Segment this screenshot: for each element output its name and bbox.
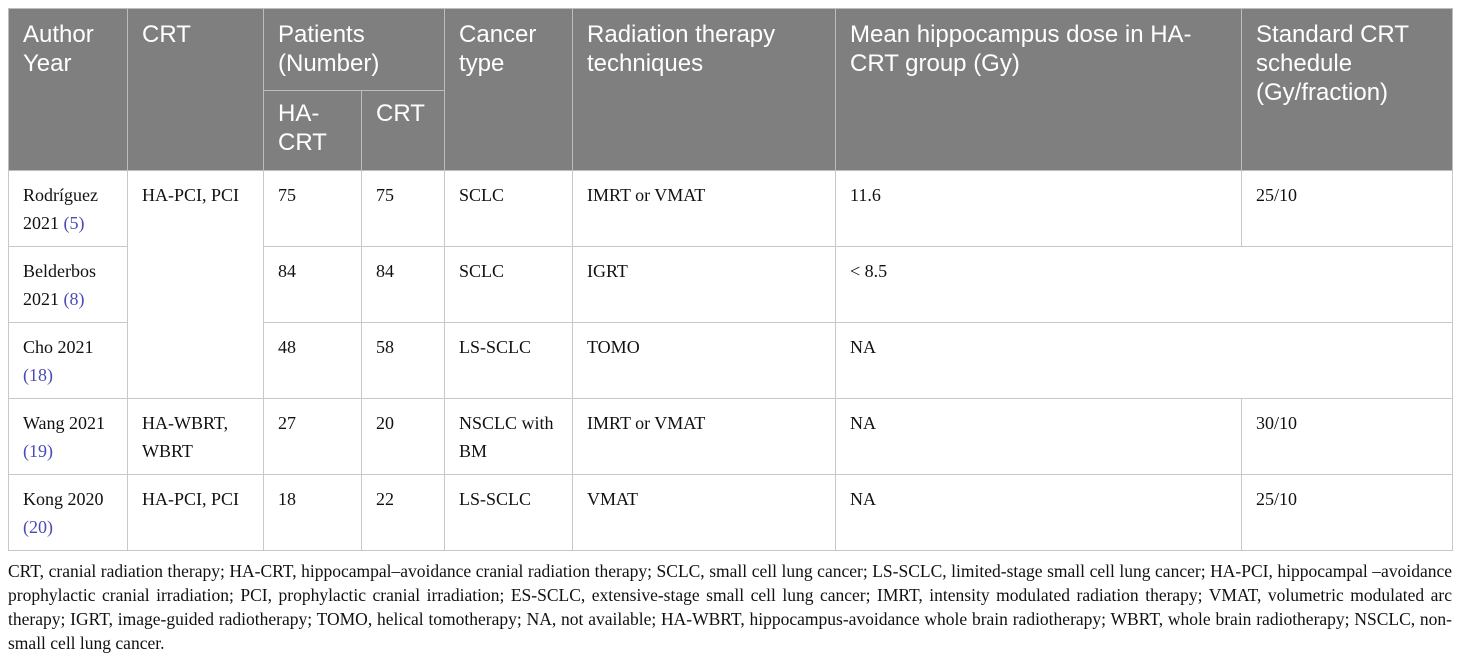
- crt-cell: HA-WBRT, WBRT: [127, 398, 264, 475]
- technique-cell: IMRT or VMAT: [572, 398, 837, 475]
- mean-dose-cell: < 8.5: [835, 246, 1454, 323]
- reference-link: (20): [23, 517, 53, 537]
- crt-n-cell: 22: [360, 474, 446, 551]
- schedule-cell: 30/10: [1241, 398, 1454, 475]
- crt-cell: HA-PCI, PCI: [127, 170, 264, 399]
- author-text: Kong 2020: [23, 489, 104, 509]
- schedule-cell: 25/10: [1241, 474, 1454, 551]
- mean-dose-cell: NA: [835, 474, 1243, 551]
- cancer-cell: SCLC: [444, 170, 574, 247]
- crt-n-cell: 20: [360, 398, 446, 475]
- table-container: Author Year CRT Patients (Number) Cancer…: [8, 8, 1454, 655]
- header-cell: Author Year: [8, 8, 128, 171]
- cancer-cell: SCLC: [444, 246, 574, 323]
- ha-crt-cell: 18: [263, 474, 362, 551]
- author-text: Rodríguez 2021: [23, 185, 98, 233]
- table-row: Belderbos 2021 (8) 84 84 SCLC IGRT < 8.5: [8, 246, 1454, 323]
- table-row: Cho 2021 (18) 48 58 LS-SCLC TOMO NA: [8, 322, 1454, 399]
- header-cell: Patients (Number): [262, 8, 446, 91]
- author-text: Cho 2021: [23, 337, 94, 357]
- header-cell: Standard CRT schedule (Gy/fraction): [1241, 8, 1454, 171]
- ha-crt-cell: 48: [263, 322, 362, 399]
- author-cell: Cho 2021 (18): [8, 322, 128, 399]
- data-table: Author Year CRT Patients (Number) Cancer…: [8, 8, 1454, 551]
- technique-cell: IMRT or VMAT: [572, 170, 837, 247]
- ha-crt-cell: 84: [263, 246, 362, 323]
- crt-n-cell: 84: [360, 246, 446, 323]
- header-cell: Cancer type: [444, 8, 574, 171]
- mean-dose-cell: NA: [835, 398, 1243, 475]
- header-cell: Mean hippocampus dose in HA-CRT group (G…: [835, 8, 1243, 171]
- author-cell: Kong 2020 (20): [8, 474, 128, 551]
- table-row: Wang 2021 (19) HA-WBRT, WBRT 27 20 NSCLC wit…: [8, 398, 1454, 475]
- cancer-cell: NSCLC with BM: [444, 398, 574, 475]
- ha-crt-cell: 75: [263, 170, 362, 247]
- author-text: Belderbos 2021: [23, 261, 96, 309]
- cancer-cell: LS-SCLC: [444, 322, 574, 399]
- mean-dose-cell: 11.6: [835, 170, 1243, 247]
- reference-link: (8): [63, 289, 85, 309]
- crt-n-cell: 75: [360, 170, 446, 247]
- table-body: Rodríguez 2021 (5) HA-PCI, PCI 75 75 SCLC IMR…: [8, 170, 1454, 551]
- technique-cell: TOMO: [572, 322, 837, 399]
- reference-link: (19): [23, 441, 53, 461]
- table-row: Rodríguez 2021 (5) HA-PCI, PCI 75 75 SCLC IMR…: [8, 170, 1454, 399]
- header-cell: HA-CRT: [263, 90, 362, 171]
- author-cell: Rodríguez 2021 (5): [8, 170, 128, 247]
- reference-link: (18): [23, 365, 53, 385]
- mean-dose-cell: NA: [835, 322, 1454, 399]
- cancer-cell: LS-SCLC: [444, 474, 574, 551]
- author-cell: Wang 2021 (19): [8, 398, 128, 475]
- technique-cell: IGRT: [572, 246, 837, 323]
- reference-link: (5): [63, 213, 85, 233]
- author-cell: Belderbos 2021 (8): [8, 246, 128, 323]
- header-cell: CRT: [360, 90, 446, 171]
- crt-cell: HA-PCI, PCI: [127, 474, 264, 551]
- author-text: Wang 2021: [23, 413, 106, 433]
- footnote: CRT, cranial radiation therapy; HA-CRT, …: [8, 561, 1452, 653]
- ha-crt-cell: 27: [263, 398, 362, 475]
- technique-cell: VMAT: [572, 474, 837, 551]
- header-cell: Radiation therapy techniques: [572, 8, 837, 171]
- header-cell: CRT: [127, 8, 264, 171]
- crt-n-cell: 58: [360, 322, 446, 399]
- schedule-cell: 25/10: [1241, 170, 1454, 247]
- table-row: Kong 2020 (20) HA-PCI, PCI 18 22 LS-SCLC VMAT…: [8, 474, 1454, 551]
